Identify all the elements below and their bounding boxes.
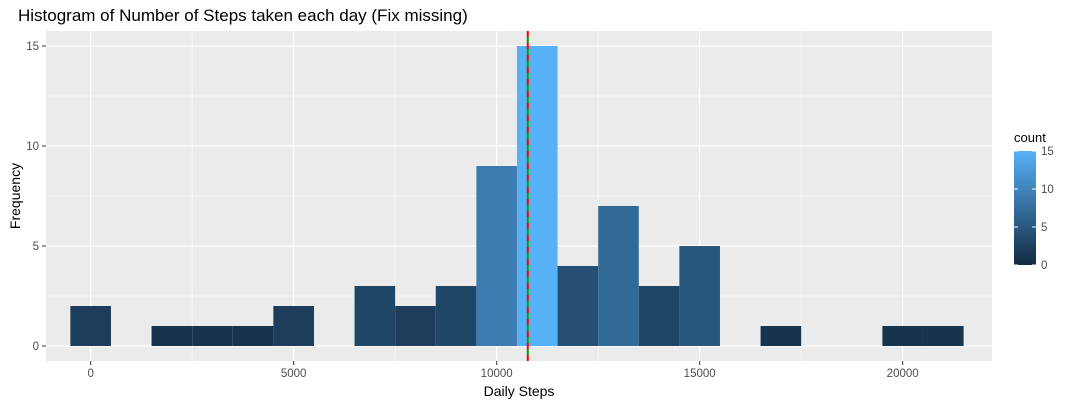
histogram-bar [882,326,923,346]
histogram-bar [273,306,314,346]
x-tick-label: 5000 [281,368,307,380]
chart-title: Histogram of Number of Steps taken each … [18,6,468,25]
y-tick-label: 15 [26,41,39,53]
legend-tick-label: 0 [1041,260,1047,272]
legend-tick-label: 10 [1041,184,1054,196]
legend-tick-label: 15 [1041,146,1054,158]
histogram-bar [192,326,233,346]
histogram-bar [760,326,802,346]
histogram-bar [151,326,193,346]
histogram-bar [395,306,436,346]
legend-tick-label: 5 [1041,222,1047,234]
y-axis: 0 5 10 15 [26,41,46,353]
histogram-bars [70,46,964,346]
y-tick-label: 10 [26,141,39,153]
x-axis: 0 5000 10000 15000 20000 [87,361,919,380]
histogram-bar [638,286,680,346]
x-axis-label: Daily Steps [484,383,555,399]
legend-colorbar [1014,151,1036,265]
histogram-bar [232,326,274,346]
y-axis-label: Frequency [7,163,23,229]
color-legend: count 0 5 10 15 [1014,130,1054,272]
histogram-bar [679,246,720,346]
x-tick-label: 10000 [481,368,513,380]
y-tick-label: 5 [33,241,39,253]
histogram-bar [70,306,111,346]
histogram-bar [435,286,477,346]
histogram-bar [476,166,517,346]
histogram-bar [598,206,639,346]
histogram-bar [354,286,396,346]
x-tick-label: 15000 [684,368,716,380]
legend-ticks: 0 5 10 15 [1014,146,1054,272]
x-tick-label: 20000 [887,368,919,380]
y-tick-label: 0 [33,341,39,353]
histogram-bar [557,266,599,346]
legend-title: count [1014,130,1046,145]
histogram-bar [922,326,964,346]
histogram-bar [516,46,558,346]
x-tick-label: 0 [87,368,93,380]
